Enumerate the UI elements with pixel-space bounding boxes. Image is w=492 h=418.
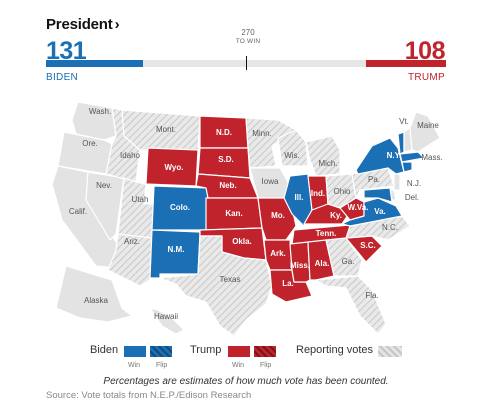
- label-iowa: Iowa: [262, 177, 279, 186]
- label-la: La.: [282, 279, 294, 288]
- label-vt: Vt.: [399, 117, 409, 126]
- electoral-vote-bar: [46, 56, 446, 70]
- label-mo: Mo.: [271, 211, 285, 220]
- label-calif: Calif.: [69, 207, 87, 216]
- legend-reporting-label: Reporting votes: [296, 344, 374, 356]
- label-alaska: Alaska: [84, 296, 109, 305]
- state-utah[interactable]: [117, 177, 155, 239]
- legend-trump-flip-swatch: [254, 346, 276, 357]
- label-wva: W.Va.: [348, 203, 369, 212]
- label-ore: Ore.: [82, 139, 98, 148]
- legend-biden-win-swatch: [124, 346, 146, 357]
- label-ariz: Ariz.: [124, 237, 140, 246]
- label-mont: Mont.: [156, 125, 176, 134]
- label-pa: Pa.: [368, 175, 380, 184]
- label-kan: Kan.: [225, 209, 242, 218]
- state-md[interactable]: [363, 187, 393, 203]
- label-wis: Wis.: [284, 151, 300, 160]
- state-wis[interactable]: [277, 129, 309, 167]
- state-nm[interactable]: [149, 229, 201, 279]
- label-utah: Utah: [132, 195, 149, 204]
- state-ala[interactable]: [307, 239, 335, 281]
- estimate-note: Percentages are estimates of how much vo…: [103, 376, 389, 387]
- legend-trump-flip-text: Flip: [260, 362, 272, 369]
- label-mass: Mass.: [421, 153, 442, 162]
- legend-biden-flip-text: Flip: [156, 362, 168, 369]
- biden-name: BIDEN: [46, 72, 79, 83]
- state-minn[interactable]: [245, 117, 297, 169]
- legend-trump-win-swatch: [228, 346, 250, 357]
- trump-name: TRUMP: [407, 72, 445, 83]
- state-hawaii[interactable]: [149, 307, 185, 335]
- legend-reporting-swatch: [378, 346, 402, 357]
- label-hawaii: Hawaii: [154, 312, 178, 321]
- state-nj[interactable]: [393, 173, 401, 191]
- us-electoral-map: Wash. Ore. Idaho Mont. N.D. Minn. Wyo. S…: [51, 101, 443, 337]
- legend-trump-win-text: Win: [232, 362, 245, 369]
- biden-bar-fill: [46, 60, 144, 67]
- legend-trump-label: Trump: [190, 344, 222, 356]
- label-texas: Texas: [220, 275, 241, 284]
- state-fla[interactable]: [315, 275, 387, 335]
- to-win-label: TO WIN: [235, 38, 261, 45]
- label-ill: Ill.: [295, 193, 304, 202]
- trump-bar-fill: [365, 60, 446, 67]
- label-tenn: Tenn.: [316, 229, 337, 238]
- label-ny: N.Y.: [387, 151, 402, 160]
- label-va: Va.: [374, 207, 386, 216]
- state-maine[interactable]: [409, 111, 441, 153]
- state-alaska[interactable]: [55, 265, 133, 323]
- state-mich[interactable]: [305, 135, 341, 177]
- source-line: Source: Vote totals from N.E.P./Edison R…: [46, 390, 252, 401]
- label-wash: Wash.: [89, 107, 111, 116]
- label-ohio: Ohio: [334, 187, 351, 196]
- label-sd: S.D.: [218, 155, 234, 164]
- legend-biden-flip-swatch: [150, 346, 172, 357]
- state-texas[interactable]: [159, 235, 273, 337]
- label-ala: Ala.: [315, 259, 330, 268]
- label-mich: Mich.: [318, 159, 337, 168]
- label-idaho: Idaho: [120, 151, 141, 160]
- to-win-marker: [246, 56, 247, 70]
- label-nev: Nev.: [96, 181, 112, 190]
- label-nj: N.J.: [407, 179, 421, 188]
- label-del: Del.: [405, 193, 419, 202]
- legend-biden-label: Biden: [90, 344, 119, 356]
- race-title[interactable]: President ›: [46, 16, 120, 33]
- label-nd: N.D.: [216, 128, 232, 137]
- label-nc: N.C.: [382, 223, 398, 232]
- label-okla: Okla.: [232, 237, 252, 246]
- race-title-text: President: [46, 16, 113, 33]
- state-ga[interactable]: [325, 237, 363, 277]
- state-ct[interactable]: [401, 161, 413, 173]
- state-mass[interactable]: [399, 151, 425, 163]
- label-miss: Miss.: [290, 261, 310, 270]
- label-ark: Ark.: [270, 249, 286, 258]
- to-win-number: 270: [241, 28, 255, 37]
- chevron-right-icon: ›: [114, 16, 120, 33]
- label-neb: Neb.: [219, 181, 236, 190]
- label-maine: Maine: [417, 121, 439, 130]
- label-colo: Colo.: [170, 203, 190, 212]
- label-nm: N.M.: [168, 245, 185, 254]
- label-ky: Ky.: [330, 211, 342, 220]
- label-ind: Ind.: [311, 189, 325, 198]
- legend-biden-win-text: Win: [128, 362, 141, 369]
- label-wyo: Wyo.: [165, 163, 184, 172]
- state-ill[interactable]: [283, 173, 313, 227]
- label-minn: Minn.: [252, 129, 272, 138]
- label-ga: Ga.: [342, 257, 355, 266]
- label-sc: S.C.: [360, 241, 376, 250]
- label-fla: Fla.: [365, 291, 378, 300]
